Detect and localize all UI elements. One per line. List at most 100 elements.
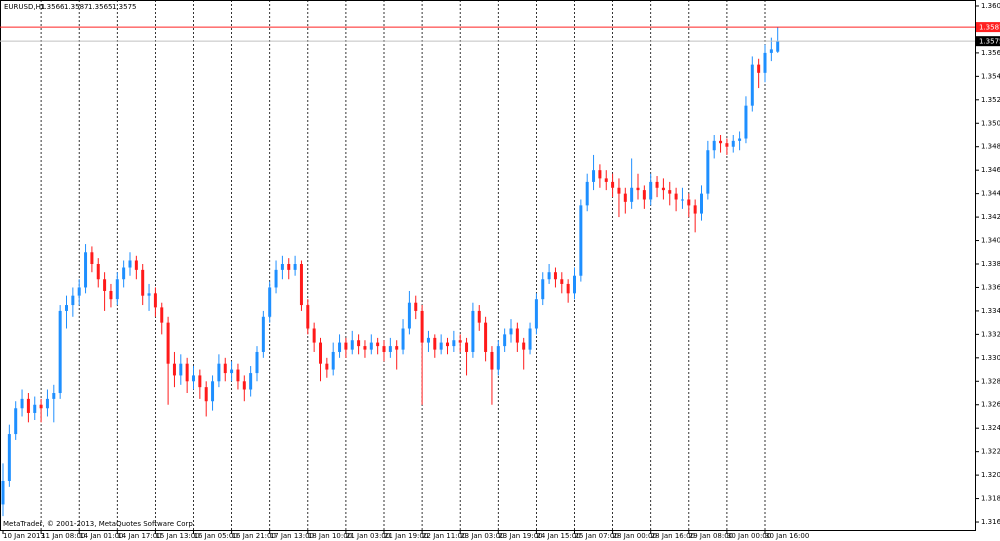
candle-body — [750, 64, 754, 106]
candle-body — [71, 295, 75, 306]
candle-body — [306, 305, 310, 329]
candle-body — [96, 264, 100, 280]
candle-body — [642, 190, 646, 200]
candle-body — [90, 252, 94, 265]
x-tick-label: 14 Jan 01:00 — [79, 532, 123, 540]
candle-body — [249, 373, 253, 390]
candle-body — [185, 363, 189, 382]
candle-body — [115, 279, 119, 300]
candle-body — [192, 375, 195, 382]
candle-body — [490, 351, 494, 370]
candle-body — [769, 49, 773, 53]
y-tick-label: 1.3445 — [981, 190, 1000, 198]
candle-body — [522, 342, 526, 350]
candle-body — [268, 287, 272, 317]
y-tick-label: 1.3525 — [981, 96, 1000, 104]
candle-body — [738, 138, 742, 141]
candle-body — [465, 342, 469, 352]
candle-body — [45, 398, 49, 409]
candle-body — [77, 287, 81, 296]
candle-body — [655, 181, 659, 188]
candle-body — [446, 342, 449, 347]
candle-body — [141, 269, 145, 296]
candle-body — [338, 342, 342, 352]
candle-body — [280, 264, 284, 270]
candle-body — [198, 375, 202, 388]
header-low: 1.3565 — [88, 3, 113, 11]
candle-body — [573, 275, 576, 294]
candle-body — [26, 398, 30, 413]
candle-body — [776, 41, 780, 52]
candle-body — [33, 404, 37, 413]
candle-body — [401, 328, 405, 350]
y-tick-label: 1.3165 — [981, 518, 1000, 526]
y-tick-label: 1.3425 — [981, 213, 1000, 221]
candle-body — [452, 340, 456, 347]
y-tick-label: 1.3465 — [981, 166, 1000, 174]
candle-body — [261, 316, 265, 352]
candle-body — [350, 340, 354, 350]
x-tick-label: 10 Jan 2013 — [3, 532, 45, 540]
x-tick-label: 24 Jan 15:00 — [536, 532, 580, 540]
price-label: 1.3587 — [979, 24, 1000, 32]
candle-body — [103, 279, 107, 291]
candle-body — [553, 272, 557, 280]
y-tick-label: 1.3505 — [981, 119, 1000, 127]
x-tick-label: 28 Jan 16:00 — [651, 532, 695, 540]
candle-body — [693, 205, 697, 214]
candle-body — [134, 260, 138, 270]
candle-body — [344, 342, 348, 350]
candle-body — [179, 363, 183, 376]
candle-body — [541, 279, 545, 300]
candle-body — [636, 187, 640, 191]
candle-body — [623, 193, 627, 202]
candle-body — [426, 337, 430, 343]
candle-body — [109, 290, 113, 300]
candle-body — [363, 346, 367, 350]
candle-body — [719, 140, 723, 144]
candle-body — [604, 178, 608, 182]
header-open: 1.3566 — [40, 3, 65, 11]
candle-body — [357, 340, 361, 347]
candle-body — [566, 283, 570, 294]
candle-body — [84, 252, 88, 288]
y-tick-label: 1.3245 — [981, 424, 1000, 432]
candle-body — [128, 260, 132, 268]
candle-body — [319, 342, 322, 364]
candle-body — [382, 346, 386, 352]
symbol-title: EURUSD,H1 — [4, 3, 45, 11]
candle-body — [509, 328, 513, 335]
x-tick-label: 29 Jan 08:00 — [689, 532, 733, 540]
candle-body — [287, 264, 291, 270]
candle-body — [687, 199, 691, 206]
y-tick-label: 1.3265 — [981, 401, 1000, 409]
candle-body — [433, 337, 437, 350]
candle-body — [547, 272, 551, 280]
candle-body — [414, 302, 418, 311]
candle-layer — [1, 27, 780, 517]
y-tick-label: 1.3365 — [981, 283, 1000, 291]
x-tick-label: 23 Jan 03:00 — [460, 532, 504, 540]
candle-body — [230, 369, 234, 374]
candle-body — [439, 342, 443, 350]
candle-body — [388, 346, 392, 352]
candle-body — [293, 264, 297, 270]
candle-body — [160, 307, 164, 323]
candle-body — [274, 269, 278, 288]
candle-body — [172, 363, 176, 376]
copyright: MetaTrader, © 2001-2013, MetaQuotes Soft… — [3, 520, 195, 528]
candle-body — [299, 264, 303, 306]
candle-body — [515, 328, 519, 343]
candle-body — [630, 187, 634, 202]
y-tick-label: 1.3385 — [981, 260, 1000, 268]
candle-body — [731, 140, 735, 147]
candle-body — [725, 143, 729, 147]
candle-body — [376, 342, 380, 347]
candle-body — [166, 322, 170, 364]
candle-body — [700, 193, 703, 214]
candle-body — [331, 351, 335, 370]
y-tick-label: 1.3545 — [981, 72, 1000, 80]
candle-body — [560, 279, 564, 284]
candle-body — [369, 342, 373, 350]
